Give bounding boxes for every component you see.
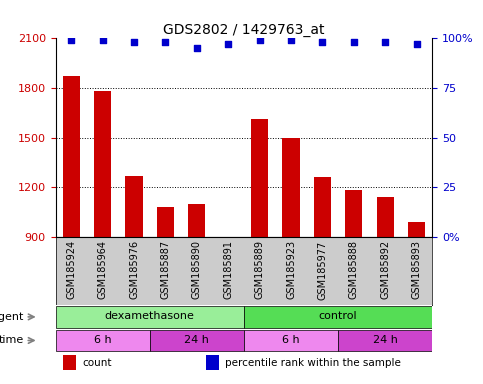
Text: GSM185893: GSM185893 xyxy=(412,240,422,299)
Title: GDS2802 / 1429763_at: GDS2802 / 1429763_at xyxy=(163,23,325,37)
Text: 24 h: 24 h xyxy=(185,335,209,345)
Text: 6 h: 6 h xyxy=(282,335,300,345)
Bar xyxy=(345,190,362,237)
Bar xyxy=(314,177,331,237)
Bar xyxy=(63,76,80,237)
Point xyxy=(382,39,389,45)
Text: GSM185890: GSM185890 xyxy=(192,240,202,299)
Bar xyxy=(251,119,268,237)
Point xyxy=(161,39,170,45)
Text: GSM185964: GSM185964 xyxy=(98,240,108,299)
Bar xyxy=(338,330,432,351)
Point xyxy=(350,39,357,45)
Bar xyxy=(283,137,299,237)
Bar xyxy=(377,197,394,237)
Point xyxy=(193,45,201,51)
Text: GSM185891: GSM185891 xyxy=(223,240,233,299)
Bar xyxy=(56,306,244,328)
Point xyxy=(412,41,420,48)
Text: GSM185888: GSM185888 xyxy=(349,240,359,299)
Text: GSM185924: GSM185924 xyxy=(66,240,76,300)
Bar xyxy=(206,355,219,371)
Bar xyxy=(220,237,237,242)
Point xyxy=(319,39,327,45)
Point xyxy=(68,37,75,43)
Text: GSM185889: GSM185889 xyxy=(255,240,265,299)
Bar xyxy=(188,204,205,237)
Text: dexamethasone: dexamethasone xyxy=(105,311,195,321)
Bar xyxy=(244,306,432,328)
Bar xyxy=(244,330,338,351)
Point xyxy=(287,37,295,43)
Bar xyxy=(150,330,244,351)
Text: 24 h: 24 h xyxy=(373,335,398,345)
Text: GSM185887: GSM185887 xyxy=(160,240,170,300)
Point xyxy=(224,41,232,48)
Bar xyxy=(408,222,425,237)
Text: percentile rank within the sample: percentile rank within the sample xyxy=(225,358,401,368)
Text: GSM185977: GSM185977 xyxy=(317,240,327,300)
Text: agent: agent xyxy=(0,312,24,322)
Bar xyxy=(157,207,174,237)
Text: GSM185923: GSM185923 xyxy=(286,240,296,300)
Bar xyxy=(94,91,111,237)
Text: control: control xyxy=(319,311,357,321)
Bar xyxy=(63,355,76,371)
Point xyxy=(99,37,107,43)
Bar xyxy=(56,330,150,351)
Text: time: time xyxy=(0,336,24,346)
Text: 6 h: 6 h xyxy=(94,335,112,345)
Point xyxy=(256,37,264,43)
Text: count: count xyxy=(82,358,112,368)
Text: GSM185976: GSM185976 xyxy=(129,240,139,300)
Text: GSM185892: GSM185892 xyxy=(380,240,390,300)
Point xyxy=(130,39,138,45)
Bar xyxy=(126,176,142,237)
